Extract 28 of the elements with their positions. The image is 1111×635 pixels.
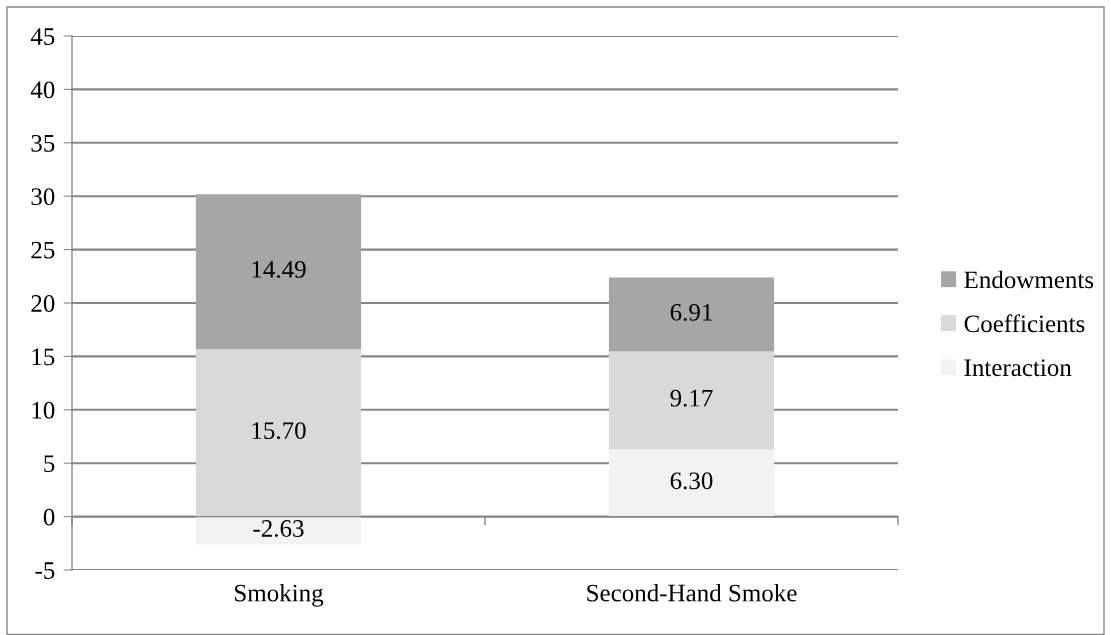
y-tick-label: -5 <box>35 562 55 579</box>
data-label: 6.91 <box>670 303 712 321</box>
y-tick-label: 10 <box>32 401 55 419</box>
y-tick-label: 0 <box>43 508 55 526</box>
data-label: 15.70 <box>252 422 306 440</box>
y-tick-label: 40 <box>30 81 55 99</box>
bar <box>608 351 775 450</box>
x-tick-label: Smoking <box>235 583 324 607</box>
y-tick-label: 5 <box>44 455 55 473</box>
data-label: 14.49 <box>252 261 306 278</box>
data-label: 6.30 <box>670 472 713 490</box>
data-label: -2.63 <box>253 520 304 538</box>
bar <box>608 277 775 352</box>
bar <box>608 449 775 517</box>
bar <box>195 194 362 349</box>
bar <box>195 516 362 545</box>
y-tick-label: 20 <box>31 295 55 312</box>
legend-label: Interaction <box>964 359 1072 377</box>
y-tick-label: 25 <box>31 241 55 259</box>
legend-label: Coefficients <box>964 314 1085 333</box>
bar <box>195 348 362 517</box>
x-tick-label: Second-Hand Smoke <box>587 583 797 602</box>
y-tick-label: 35 <box>31 134 55 152</box>
y-tick-label: 15 <box>32 348 55 366</box>
data-label: 9.17 <box>670 389 713 407</box>
legend-label: Endowments <box>964 270 1094 289</box>
y-tick-label: 30 <box>31 188 55 206</box>
y-tick-label: 45 <box>30 28 55 45</box>
